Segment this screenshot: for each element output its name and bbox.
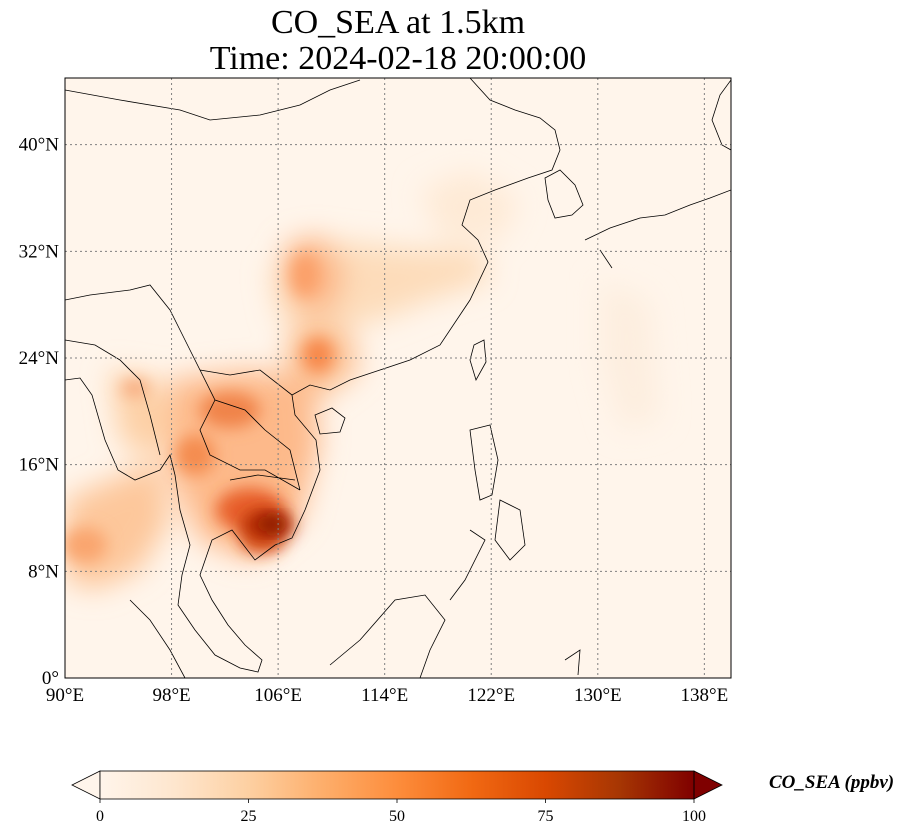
x-axis-ticks: 90°E 98°E 106°E 114°E 122°E 130°E 138°E bbox=[46, 685, 728, 706]
x-tick-label: 98°E bbox=[152, 685, 190, 706]
pacific-haze bbox=[600, 280, 660, 430]
colorbar: 0 25 50 75 100 CO_SEA (ppbv) bbox=[71, 770, 894, 825]
coastlines bbox=[65, 78, 731, 678]
colorbar-tick-label: 100 bbox=[682, 808, 706, 825]
japan-coast bbox=[584, 79, 731, 269]
colorbar-tick-label: 50 bbox=[389, 808, 405, 825]
colorbar-extend-min bbox=[71, 770, 101, 800]
china-borders bbox=[65, 284, 301, 491]
sichuan-hotspot bbox=[291, 253, 319, 297]
x-tick-label: 106°E bbox=[254, 685, 302, 706]
laos-hotspot bbox=[200, 392, 260, 428]
colorbar-tick-label: 0 bbox=[96, 808, 104, 825]
thailand-hotspot bbox=[175, 435, 215, 475]
concentration-peak bbox=[242, 509, 294, 541]
north-china-haze bbox=[420, 170, 520, 240]
myanmar-hotspot bbox=[121, 380, 149, 396]
colorbar-label: CO_SEA (ppbv) bbox=[769, 772, 894, 793]
y-tick-label: 0° bbox=[42, 668, 59, 689]
colorbar-extend-max bbox=[693, 770, 723, 800]
map-title-line-1: CO_SEA at 1.5km bbox=[270, 4, 526, 41]
philippines-south bbox=[449, 499, 526, 601]
colorbar-tick-label: 25 bbox=[241, 808, 257, 825]
y-tick-label: 40°N bbox=[19, 135, 60, 156]
map-title-line-2: Time: 2024-02-18 20:00:00 bbox=[209, 40, 587, 77]
peak-inner bbox=[261, 516, 283, 532]
x-tick-label: 122°E bbox=[467, 685, 515, 706]
y-tick-label: 8°N bbox=[28, 561, 59, 582]
map-frame bbox=[64, 77, 732, 679]
new-guinea-coast bbox=[564, 649, 581, 676]
map-panel: 90°E 98°E 106°E 114°E 122°E 130°E 138°E 0° 8°N 1… bbox=[19, 77, 732, 706]
colorbar-gradient bbox=[100, 771, 694, 799]
concentration-field bbox=[65, 78, 731, 678]
bengal-hotspot bbox=[65, 527, 107, 563]
x-tick-label: 114°E bbox=[361, 685, 408, 706]
sumatra-coast bbox=[129, 599, 186, 678]
china-vietnam-coast bbox=[65, 78, 561, 673]
x-tick-label: 90°E bbox=[46, 685, 84, 706]
borneo-coast bbox=[329, 594, 446, 678]
guangxi-hotspot bbox=[302, 337, 334, 373]
mongolia-border bbox=[65, 79, 361, 121]
y-axis-ticks: 0° 8°N 16°N 24°N 32°N 40°N bbox=[19, 135, 60, 689]
map-gridlines bbox=[65, 78, 731, 678]
x-tick-label: 130°E bbox=[574, 685, 622, 706]
hainan-coast bbox=[314, 407, 346, 435]
philippines-luzon bbox=[469, 424, 499, 501]
colorbar-ticks: 0 25 50 75 100 bbox=[96, 799, 706, 825]
y-tick-label: 24°N bbox=[19, 348, 60, 369]
y-tick-label: 32°N bbox=[19, 241, 60, 262]
y-tick-label: 16°N bbox=[19, 455, 60, 476]
colorbar-tick-label: 75 bbox=[538, 808, 554, 825]
x-tick-label: 138°E bbox=[681, 685, 729, 706]
korea-coast bbox=[544, 169, 584, 219]
